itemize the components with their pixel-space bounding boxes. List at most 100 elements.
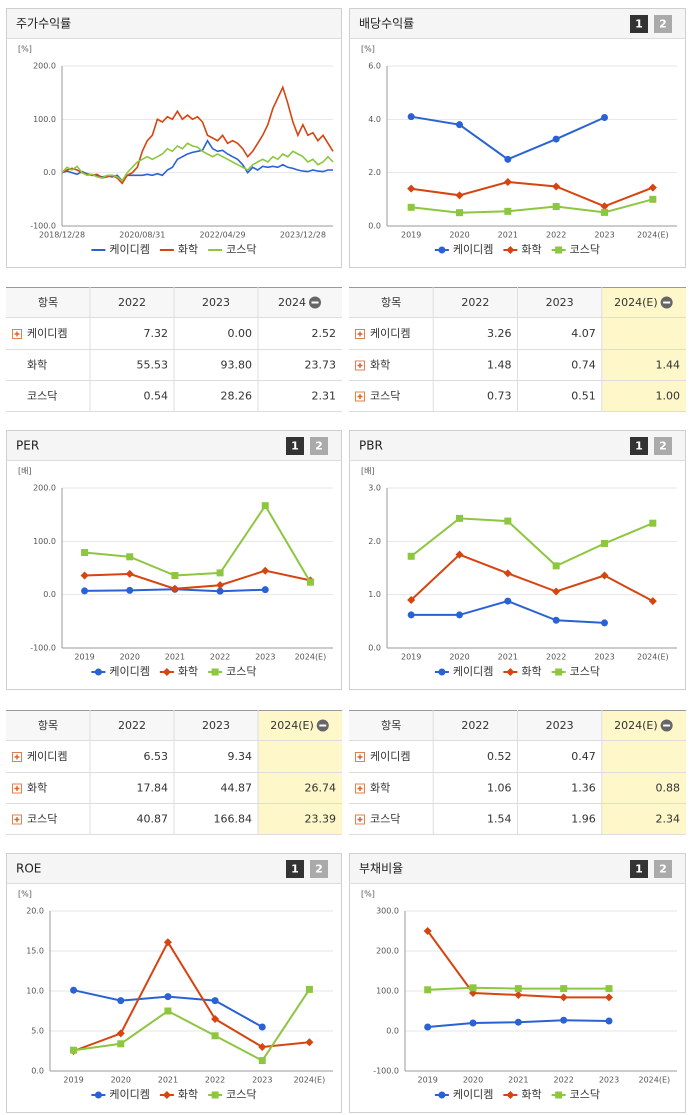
page-button-label[interactable]: 1 (635, 18, 643, 31)
series-line (61, 85, 334, 185)
expand-icon-plus[interactable] (357, 786, 363, 791)
page-button-label[interactable]: 2 (659, 440, 667, 453)
series-line (410, 553, 654, 602)
row-label: 화학 (27, 782, 47, 795)
expand-icon-plus[interactable] (14, 754, 20, 760)
collapse-icon-minus[interactable] (663, 724, 671, 727)
marker (126, 586, 134, 594)
marker (601, 539, 608, 547)
marker (514, 985, 522, 993)
legend: 케이디켐 화학 코스닥 (434, 1088, 600, 1101)
expand-icon-plus[interactable] (14, 786, 20, 791)
value-cell: 2.31 (312, 390, 337, 403)
marker (407, 113, 415, 121)
page-button[interactable] (286, 437, 304, 455)
marker (648, 597, 657, 606)
y-tick-label: 15.0 (26, 947, 44, 956)
legend-marker (555, 668, 563, 676)
marker (164, 993, 172, 1001)
panel (349, 430, 686, 690)
marker (164, 1007, 172, 1015)
page-button[interactable] (630, 437, 648, 455)
expand-icon-plus[interactable] (357, 331, 363, 337)
panel (6, 853, 342, 1113)
collapse-icon-minus[interactable] (311, 301, 319, 304)
legend-label: 화학 (178, 665, 198, 678)
page-button-label[interactable]: 2 (315, 440, 323, 453)
legend-label: 화학 (178, 1088, 198, 1101)
page-button-label[interactable]: 1 (635, 440, 643, 453)
expand-icon-plus[interactable] (357, 394, 363, 399)
expand-icon-plus[interactable] (14, 331, 20, 337)
header-cell: 2023 (202, 296, 230, 309)
x-tick-label: 2021 (498, 653, 518, 662)
legend-label: 케이디켐 (453, 1088, 493, 1101)
expand-icon-plus[interactable] (14, 817, 20, 822)
page-button[interactable] (310, 860, 328, 878)
page-button-label[interactable]: 2 (659, 18, 667, 31)
marker (504, 597, 512, 605)
page-button-label[interactable]: 2 (659, 863, 667, 876)
header-cell: 2023 (202, 719, 230, 732)
page-button-label[interactable]: 1 (291, 440, 299, 453)
panel-header (350, 854, 685, 883)
header-cell: 항목 (38, 719, 58, 732)
page-button-label[interactable]: 2 (315, 863, 323, 876)
x-tick-label: 2019 (401, 231, 421, 240)
page-button[interactable] (310, 437, 328, 455)
marker (456, 514, 463, 522)
value-cell: 166.84 (214, 813, 253, 826)
panel-header (7, 9, 341, 38)
expand-icon-plus[interactable] (357, 817, 363, 822)
y-tick-label: -100.0 (373, 1067, 399, 1076)
expand-icon-plus[interactable] (357, 363, 363, 368)
y-tick-label: 0.0 (31, 1067, 44, 1076)
y-tick-label: 0.0 (43, 168, 56, 177)
header-cell: 항목 (381, 296, 401, 309)
marker (649, 519, 657, 527)
page-button[interactable] (654, 860, 672, 878)
expand-icon-plus[interactable] (357, 754, 363, 760)
header-cell: 항목 (381, 719, 401, 732)
header-cell: 2024(E) (270, 719, 314, 732)
marker (216, 569, 224, 577)
page-button[interactable] (630, 15, 648, 33)
page-button-label[interactable]: 1 (291, 863, 299, 876)
page-button[interactable] (286, 860, 304, 878)
x-tick-label: 2019 (417, 1076, 437, 1085)
legend-label: 코스닥 (226, 665, 256, 678)
value-cell: 2.52 (312, 327, 337, 340)
collapse-icon-minus[interactable] (663, 301, 671, 304)
value-cell: 2.34 (656, 813, 681, 826)
y-tick-label: 100.0 (33, 115, 56, 124)
marker (261, 566, 270, 575)
x-tick-label: 2023 (594, 653, 614, 662)
value-cell: 28.26 (221, 390, 253, 403)
value-cell: 0.88 (656, 782, 681, 795)
x-tick-label: 2024(E) (637, 653, 669, 662)
series-line (61, 142, 334, 182)
page-button[interactable] (654, 15, 672, 33)
y-tick-label: 300.0 (376, 907, 399, 916)
marker (423, 927, 432, 935)
panel-title: ROE (16, 862, 41, 876)
collapse-icon-minus[interactable] (319, 724, 327, 727)
legend-label: 화학 (521, 243, 541, 256)
legend-marker (94, 668, 102, 676)
marker (117, 997, 125, 1005)
page-button-label[interactable]: 1 (635, 863, 643, 876)
x-tick-label: 2019 (401, 653, 421, 662)
x-tick-label: 2019 (63, 1076, 83, 1085)
legend-label: 케이디켐 (109, 243, 149, 256)
value-cell: 1.36 (571, 782, 596, 795)
y-tick-label: 0.0 (368, 222, 381, 231)
legend-marker (94, 1091, 102, 1099)
legend-marker (162, 668, 171, 676)
y-tick-label: 200.0 (33, 484, 56, 493)
page-button[interactable] (654, 437, 672, 455)
legend: 케이디켐 화학 코스닥 (434, 665, 600, 678)
value-cell: 17.84 (137, 782, 169, 795)
y-tick-label: 0.0 (386, 1027, 399, 1036)
page-button[interactable] (630, 860, 648, 878)
value-cell: 1.48 (487, 359, 512, 372)
